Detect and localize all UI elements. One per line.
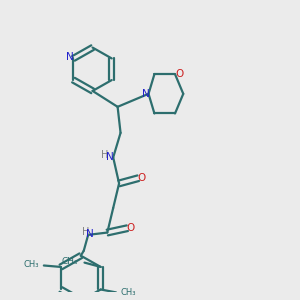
Text: N: N [66, 52, 74, 62]
Text: CH₃: CH₃ [24, 260, 39, 269]
Text: O: O [127, 223, 135, 232]
Text: N: N [106, 152, 114, 162]
Text: O: O [175, 69, 184, 79]
Text: N: N [86, 229, 94, 239]
Text: CH₃: CH₃ [62, 257, 79, 266]
Text: CH₃: CH₃ [121, 289, 136, 298]
Text: N: N [142, 89, 149, 99]
Text: O: O [138, 172, 146, 183]
Text: H: H [82, 227, 89, 237]
Text: H: H [101, 150, 109, 160]
